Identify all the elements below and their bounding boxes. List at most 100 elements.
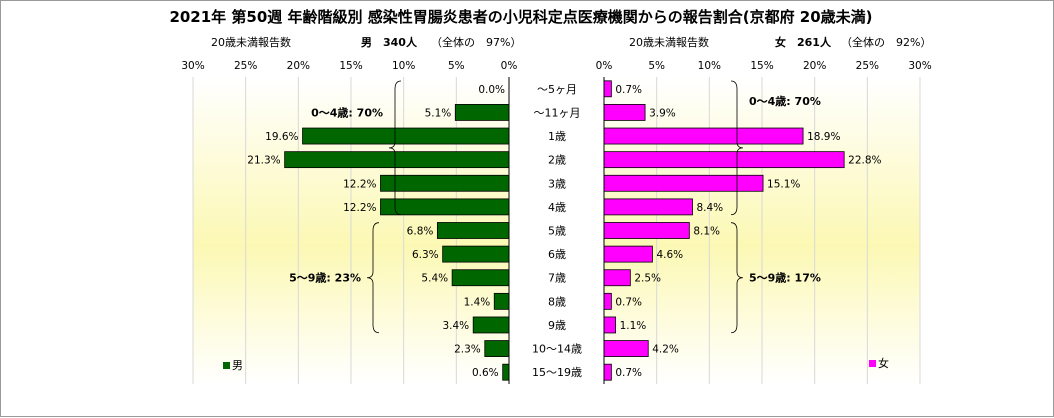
tick-label: 30%	[908, 60, 931, 72]
male-value-label: 5.1%	[425, 107, 452, 119]
male-bar	[454, 104, 510, 121]
female-bar	[603, 222, 690, 239]
male-bar	[302, 127, 510, 145]
category-label: 5歳	[548, 225, 566, 238]
male-bar	[502, 363, 510, 381]
group-bracket	[730, 222, 744, 334]
male-value-label: 12.2%	[343, 202, 376, 214]
tick-label: 15%	[339, 60, 362, 72]
right-header-label: 20歳未満報告数	[629, 36, 709, 49]
legend-male-label: 男	[232, 359, 243, 372]
category-label: 4歳	[548, 201, 566, 214]
female-bar	[603, 151, 845, 169]
group-label-male: 5～9歳: 23%	[289, 271, 361, 285]
left-header-label: 20歳未満報告数	[211, 36, 291, 49]
male-value-label: 2.3%	[454, 344, 481, 356]
right-header-paren: （全体の 92%）	[841, 35, 931, 49]
female-bar	[603, 316, 616, 334]
chart-title: 2021年 第50週 年齢階級別 感染性胃腸炎患者の小児科定点医療機関からの報告…	[169, 8, 872, 26]
female-bar	[603, 363, 612, 381]
category-label: ～11ヶ月	[534, 106, 581, 119]
male-value-label: 0.0%	[478, 84, 505, 96]
legend-female-swatch	[869, 360, 876, 367]
male-bar	[472, 316, 510, 334]
male-bar	[442, 245, 510, 263]
female-bar	[603, 292, 612, 310]
tick-label: 10%	[698, 60, 721, 72]
category-label: 10～14歳	[532, 343, 582, 356]
female-value-label: 3.9%	[649, 107, 676, 119]
female-value-label: 8.1%	[693, 226, 720, 238]
female-bar	[603, 245, 653, 263]
age-group-brackets: 0～4歳: 70% 5～9歳: 23% 0～4歳: 70% 5～9歳: 17%	[289, 80, 821, 334]
female-value-label: 1.1%	[620, 320, 647, 332]
female-value-label: 22.8%	[848, 155, 881, 167]
tick-label: 0%	[596, 60, 613, 72]
male-value-label: 6.3%	[412, 249, 439, 261]
female-bar	[603, 127, 804, 145]
category-label: 9歳	[548, 319, 566, 332]
tick-label: 20%	[803, 60, 826, 72]
female-value-label: 4.2%	[652, 344, 679, 356]
male-value-label: 0.6%	[472, 367, 499, 379]
right-axis-ticks: 0% 5% 10% 15% 20% 25% 30%	[596, 60, 932, 72]
tick-label: 15%	[750, 60, 773, 72]
female-value-label: 4.6%	[656, 249, 683, 261]
female-bar	[603, 269, 631, 287]
category-label: 2歳	[548, 154, 566, 167]
tick-label: 0%	[501, 60, 518, 72]
category-labels: ～5ヶ月 ～11ヶ月 1歳 2歳 3歳 4歳 5歳 6歳 7歳 8歳 9歳 10～14歳 15～19歳	[532, 83, 582, 379]
group-label-male: 0～4歳: 70%	[311, 105, 383, 119]
tick-label: 5%	[648, 60, 665, 72]
female-bar	[603, 340, 649, 357]
male-value-labels: 0.0% 5.1% 19.6% 21.3% 12.2% 12.2% 6.8% 6.3% 5.4%…	[247, 84, 505, 379]
male-bars	[284, 104, 510, 381]
category-label: 3歳	[548, 177, 566, 190]
female-value-labels: 0.7% 3.9% 18.9% 22.8% 15.1% 8.4% 8.1% 4.6% 2.5% 0…	[615, 84, 881, 379]
male-bar	[380, 174, 510, 192]
male-bar	[436, 222, 510, 239]
right-header-main: 女 261人	[775, 35, 832, 49]
female-value-label: 0.7%	[615, 84, 642, 96]
legend-male-swatch	[223, 362, 230, 369]
male-value-label: 19.6%	[265, 131, 298, 143]
tick-label: 25%	[234, 60, 257, 72]
female-value-label: 8.4%	[696, 202, 723, 214]
female-value-label: 2.5%	[634, 273, 661, 285]
female-bar	[603, 104, 646, 121]
male-bar	[451, 269, 510, 287]
legend-female-label: 女	[878, 356, 889, 370]
male-value-label: 6.8%	[407, 226, 434, 238]
left-axis-ticks: 30% 25% 20% 15% 10% 5% 0%	[181, 60, 517, 72]
group-bracket	[366, 222, 380, 334]
male-bar	[380, 198, 510, 216]
category-label: 15～19歳	[532, 366, 582, 379]
male-value-label: 3.4%	[442, 320, 469, 332]
female-value-label: 18.9%	[807, 131, 840, 143]
category-label: 7歳	[548, 272, 566, 285]
category-label: 6歳	[548, 248, 566, 261]
male-bar	[484, 340, 510, 357]
left-header-main: 男 340人	[361, 35, 418, 49]
tick-label: 20%	[287, 60, 310, 72]
female-value-label: 0.7%	[615, 296, 642, 308]
female-bar	[603, 80, 612, 98]
category-label: ～5ヶ月	[537, 83, 577, 96]
female-bar	[603, 198, 693, 216]
group-bracket	[388, 80, 402, 216]
left-header-paren: （全体の 97%）	[431, 35, 521, 49]
male-value-label: 21.3%	[247, 155, 280, 167]
tick-label: 5%	[448, 60, 465, 72]
category-label: 8歳	[548, 295, 566, 308]
male-value-label: 1.4%	[464, 296, 491, 308]
tick-label: 25%	[856, 60, 879, 72]
female-value-label: 15.1%	[767, 178, 800, 190]
female-value-label: 0.7%	[615, 367, 642, 379]
group-bracket	[730, 80, 744, 216]
male-value-label: 12.2%	[343, 178, 376, 190]
female-bars	[603, 80, 845, 381]
category-label: 1歳	[548, 130, 566, 143]
female-bar	[603, 174, 764, 192]
